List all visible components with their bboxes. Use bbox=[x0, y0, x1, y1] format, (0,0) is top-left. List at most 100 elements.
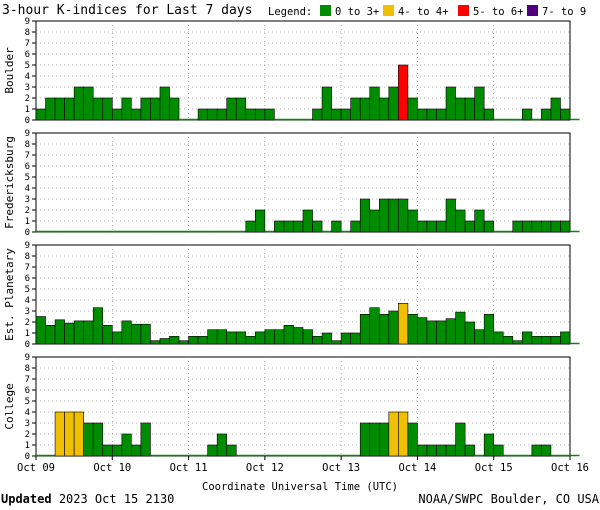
y-tick-label: 9 bbox=[25, 129, 30, 139]
bar bbox=[407, 422, 418, 457]
bar bbox=[483, 433, 495, 457]
bar bbox=[45, 324, 56, 345]
bar bbox=[378, 422, 390, 457]
bar bbox=[407, 313, 418, 345]
y-tick-label: 0 bbox=[25, 452, 30, 462]
y-tick-label: 8 bbox=[25, 28, 30, 38]
y-tick-label: 1 bbox=[25, 441, 30, 451]
y-tick-label: 4 bbox=[25, 408, 30, 418]
bar bbox=[445, 444, 456, 457]
footer-updated: Updated 2023 Oct 15 2130 bbox=[1, 492, 174, 506]
x-tick-label: Oct 13 bbox=[322, 462, 360, 474]
legend-entry-2: 5- to 6+ bbox=[473, 6, 524, 18]
y-tick-label: 6 bbox=[25, 386, 30, 396]
bar bbox=[312, 220, 323, 233]
bar bbox=[121, 433, 132, 457]
bar bbox=[111, 108, 123, 121]
bar bbox=[92, 422, 104, 457]
legend-entry-0: 0 to 3+ bbox=[335, 6, 379, 18]
bar bbox=[474, 209, 485, 233]
bar bbox=[73, 320, 84, 345]
bar bbox=[131, 108, 142, 121]
bar bbox=[378, 198, 390, 233]
bar bbox=[111, 444, 123, 457]
bar bbox=[417, 317, 428, 345]
y-tick-label: 6 bbox=[25, 50, 30, 60]
bar bbox=[321, 332, 332, 345]
bar bbox=[188, 335, 199, 345]
bar bbox=[340, 332, 351, 345]
bar bbox=[255, 108, 266, 121]
x-axis-label: Coordinate Universal Time (UTC) bbox=[202, 481, 398, 493]
bar bbox=[111, 331, 123, 345]
y-tick-label: 7 bbox=[25, 151, 30, 161]
bar bbox=[359, 97, 371, 121]
bar bbox=[121, 97, 132, 121]
x-tick-label: Oct 12 bbox=[246, 462, 284, 474]
panels: 0123456789Boulder0123456789Fredericksbur… bbox=[3, 17, 580, 462]
y-tick-label: 6 bbox=[25, 162, 30, 172]
bar bbox=[226, 331, 237, 345]
bar bbox=[245, 108, 256, 121]
bar bbox=[150, 97, 161, 121]
bar bbox=[216, 108, 228, 121]
bar bbox=[455, 209, 466, 233]
bar bbox=[312, 335, 323, 345]
bar bbox=[102, 444, 113, 457]
bar bbox=[560, 331, 571, 345]
y-tick-label: 3 bbox=[25, 419, 30, 429]
bar bbox=[388, 86, 399, 121]
x-tick-label: Oct 15 bbox=[475, 462, 513, 474]
bar bbox=[321, 86, 332, 121]
bar bbox=[531, 335, 542, 345]
bar bbox=[350, 332, 361, 345]
bar bbox=[560, 220, 571, 233]
x-tick-label: Oct 16 bbox=[551, 462, 589, 474]
bar bbox=[445, 318, 456, 345]
bar bbox=[436, 220, 447, 233]
y-tick-label: 8 bbox=[25, 252, 30, 262]
bar bbox=[35, 108, 46, 121]
y-tick-label: 1 bbox=[25, 329, 30, 339]
bar bbox=[550, 335, 561, 345]
bar bbox=[388, 310, 399, 345]
legend-label: Legend: bbox=[268, 6, 312, 18]
bar bbox=[73, 86, 84, 121]
bar bbox=[541, 220, 552, 233]
bar bbox=[522, 220, 533, 233]
bar bbox=[235, 97, 247, 121]
bar bbox=[331, 220, 342, 233]
bar bbox=[131, 444, 142, 457]
y-tick-label: 3 bbox=[25, 195, 30, 205]
bar bbox=[283, 324, 294, 345]
bar bbox=[283, 220, 294, 233]
bar bbox=[197, 108, 208, 121]
y-tick-label: 5 bbox=[25, 61, 30, 71]
bar bbox=[398, 64, 409, 121]
bar bbox=[464, 444, 475, 457]
bar bbox=[417, 220, 428, 233]
bar bbox=[455, 97, 466, 121]
panel-label: College bbox=[3, 383, 16, 429]
bar bbox=[331, 340, 342, 345]
bar bbox=[216, 433, 228, 457]
bar bbox=[255, 209, 266, 233]
bar bbox=[426, 320, 437, 345]
bar bbox=[436, 444, 447, 457]
bar bbox=[159, 86, 170, 121]
y-tick-label: 9 bbox=[25, 17, 30, 27]
bar bbox=[369, 422, 380, 457]
y-tick-label: 4 bbox=[25, 296, 30, 306]
bar bbox=[54, 97, 65, 121]
bar bbox=[159, 338, 170, 345]
bar bbox=[522, 108, 533, 121]
y-tick-label: 0 bbox=[25, 228, 30, 238]
bar bbox=[445, 86, 456, 121]
panel-label: Boulder bbox=[3, 47, 16, 94]
bar bbox=[455, 311, 466, 345]
y-tick-label: 2 bbox=[25, 318, 30, 328]
bar bbox=[207, 329, 218, 345]
